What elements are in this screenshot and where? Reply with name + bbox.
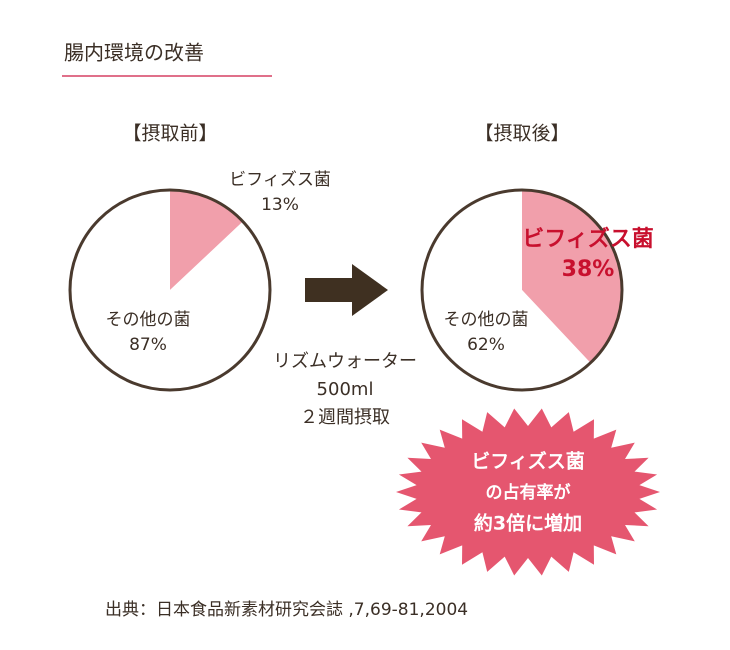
arrow-note: リズムウォーター [273, 351, 417, 372]
slice-value: 62% [467, 335, 505, 355]
arrow-note: 500ml [317, 379, 374, 400]
chart-title: 【摂取前】 [122, 123, 217, 145]
slice-value: 13% [261, 195, 299, 215]
pie-outline [420, 188, 624, 392]
burst [396, 408, 660, 576]
pie-slice [522, 190, 623, 363]
pie-slice [422, 190, 591, 391]
pie-outline [68, 188, 272, 392]
slice-label: その他の菌 [444, 310, 529, 330]
pie-slice [170, 190, 243, 290]
pie-slice [70, 189, 271, 390]
slice-label: その他の菌 [106, 310, 191, 330]
arrow [305, 264, 388, 316]
slice-label: ビフィズス菌 [522, 226, 654, 252]
burst-text: の占有率が [486, 482, 571, 503]
burst-text: ビフィズス菌 [471, 450, 585, 473]
source: 出典：日本食品新素材研究会誌 ,7,69-81,2004 [105, 600, 468, 620]
heading: 腸内環境の改善 [64, 41, 204, 65]
slice-value: 87% [129, 335, 167, 355]
slice-value: 38% [562, 257, 615, 282]
slice-label: ビフィズス菌 [229, 170, 331, 190]
arrow-note: ２週間摂取 [300, 407, 390, 428]
burst-text: 約3倍に増加 [474, 512, 582, 535]
chart-title: 【摂取後】 [474, 123, 569, 145]
